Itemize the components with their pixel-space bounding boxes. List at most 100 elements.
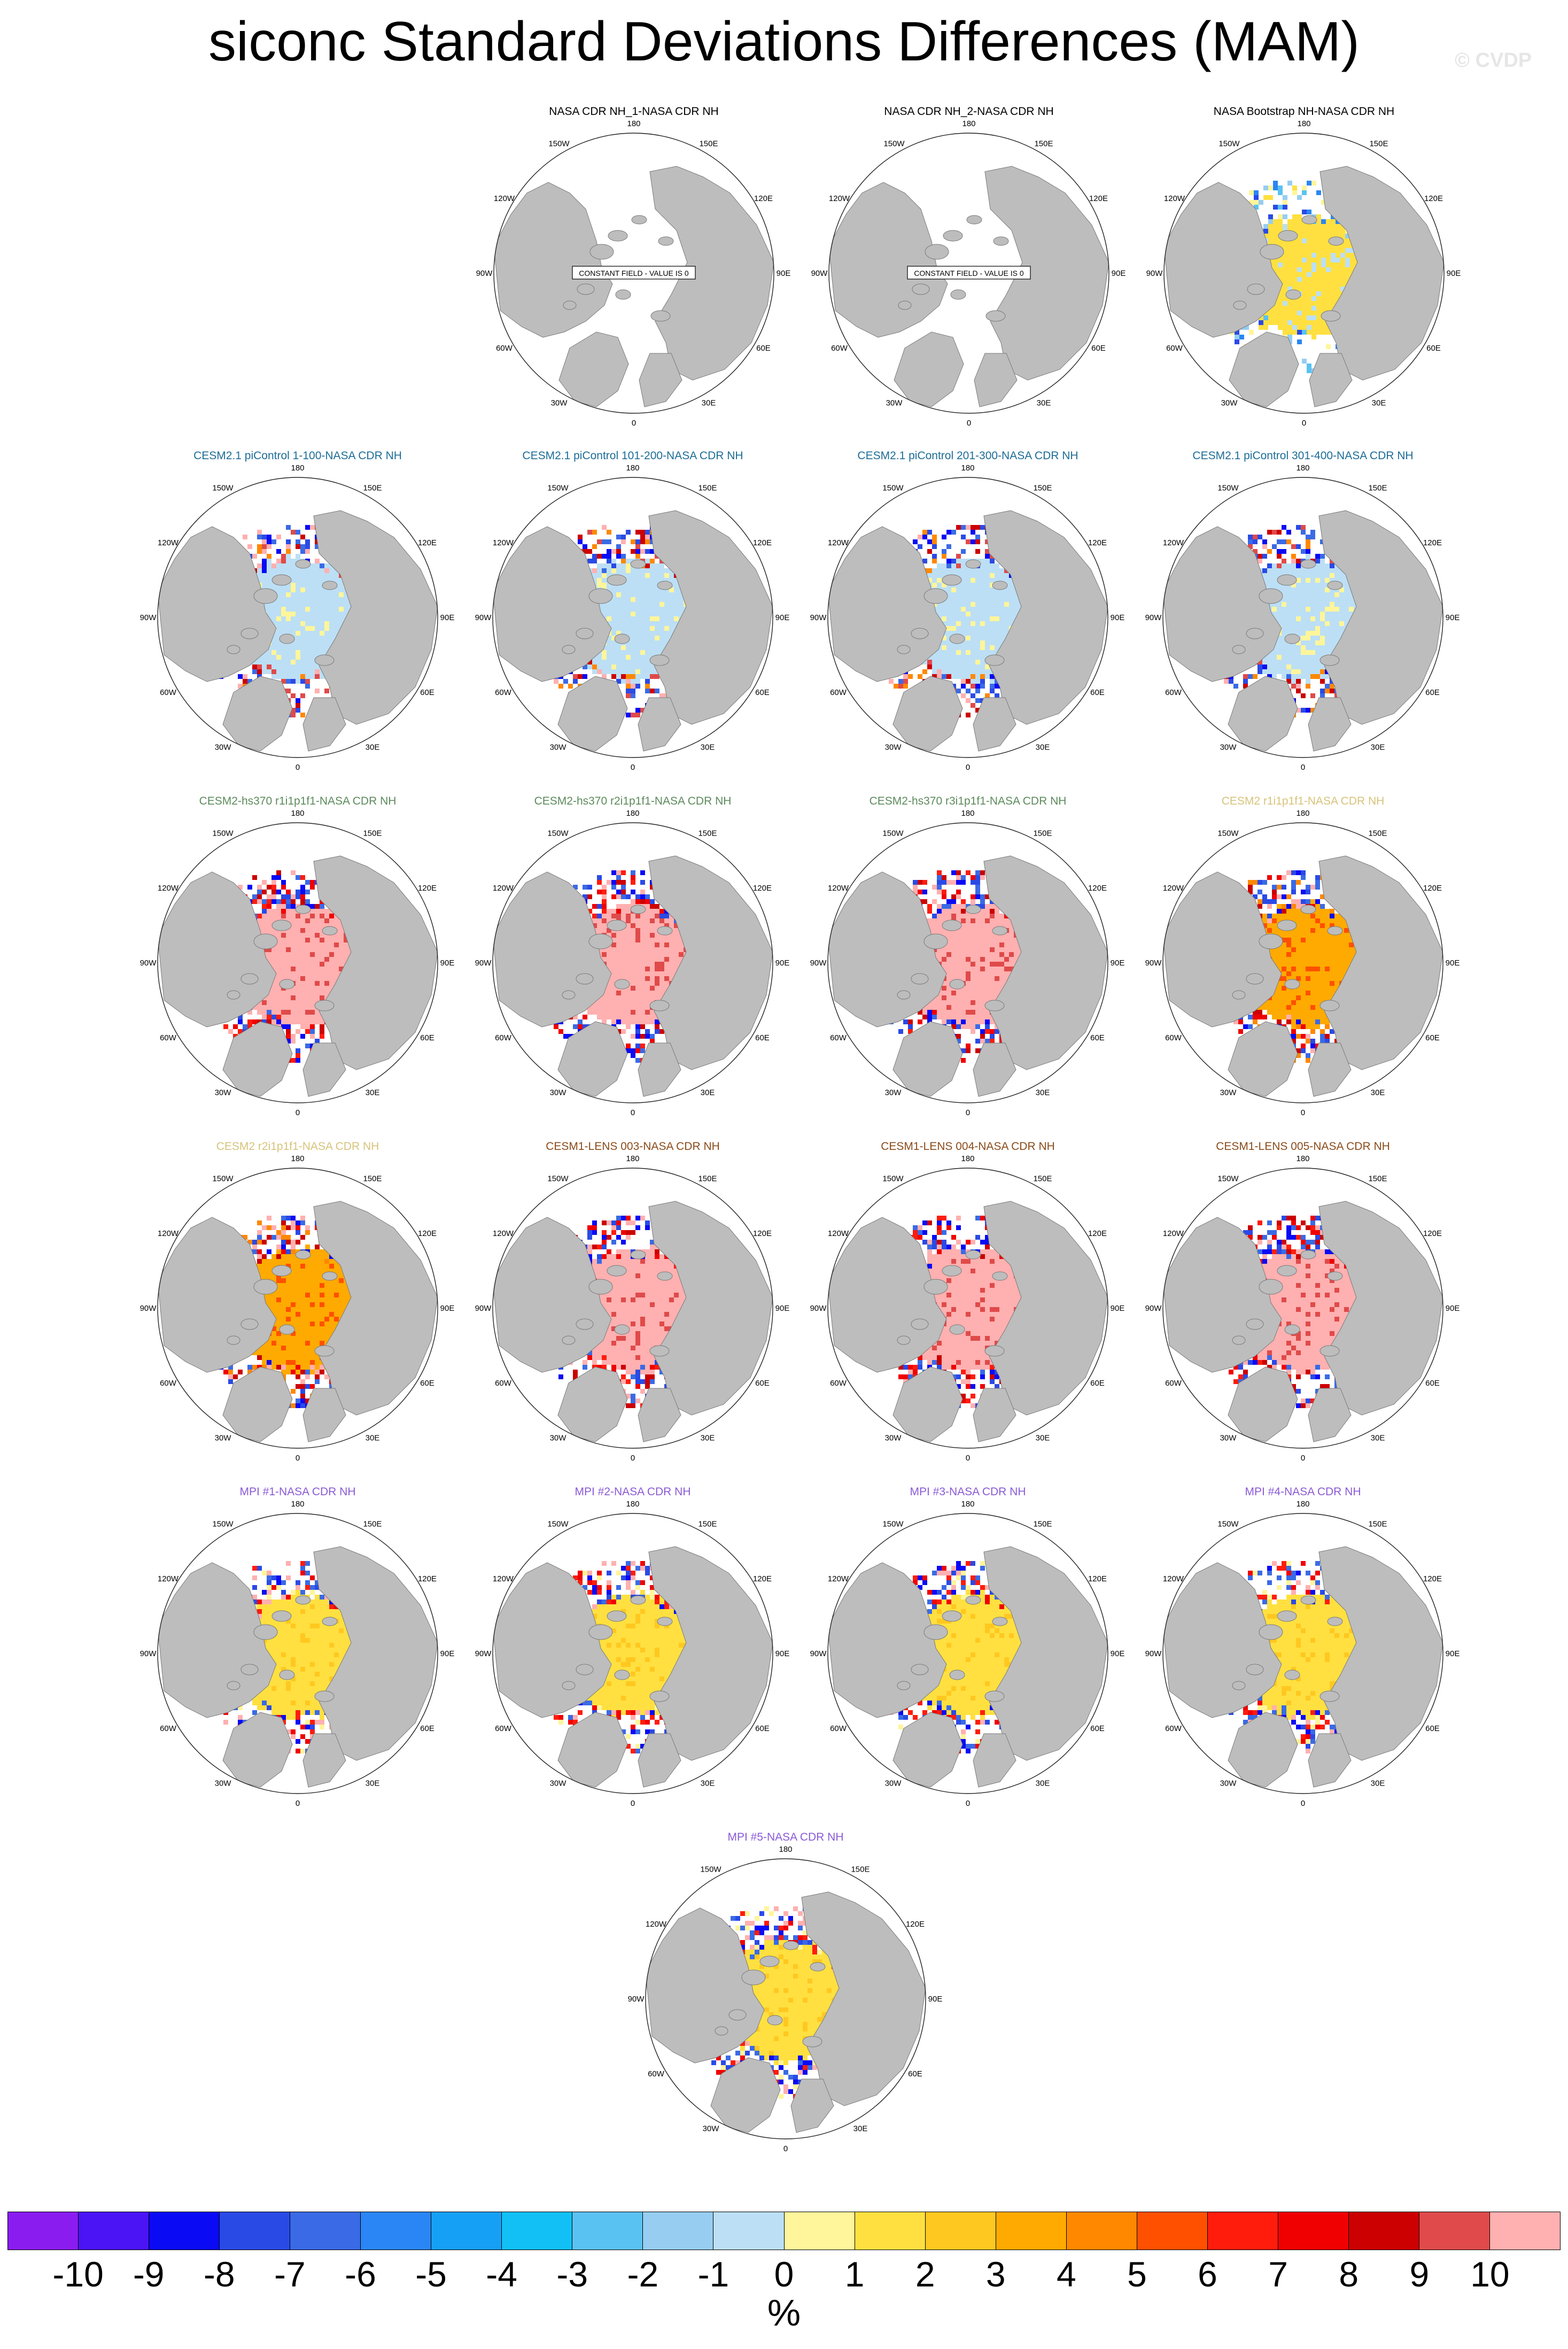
colorbar-swatch — [220, 2212, 291, 2250]
land-mask — [1163, 855, 1443, 1097]
constant-field-box: CONSTANT FIELD - VALUE IS 0 — [907, 266, 1031, 280]
longitude-label: 30E — [1036, 1433, 1050, 1442]
longitude-label: 0 — [1301, 1454, 1305, 1463]
colorbar-swatch — [784, 2212, 855, 2250]
colorbar-swatch — [1489, 2212, 1561, 2250]
longitude-label: 60W — [160, 1033, 177, 1042]
map-panel: NASA CDR NH_2-NASA CDR NH 180 150E 120E 90E 6… — [811, 105, 1126, 428]
polar-map: 180 150E 120E 90E 60E 30E 0 30W 60W 90W 120W 150W — [810, 1500, 1125, 1808]
map-panel: CESM1-LENS 003-NASA CDR NH 180 150E 120E 90E… — [475, 1140, 790, 1463]
colorbar-swatch — [1137, 2212, 1208, 2250]
longitude-label: 30E — [701, 1779, 715, 1788]
colorbar-swatch — [1278, 2212, 1349, 2250]
map-panel: CESM2-hs370 r1i1p1f1-NASA CDR NH 180 150E 1… — [140, 794, 455, 1117]
longitude-label: 30W — [1220, 1088, 1237, 1097]
colorbar-swatch — [79, 2212, 150, 2250]
longitude-label: 120W — [828, 884, 849, 893]
map-boundary — [1163, 133, 1445, 414]
longitude-label: 30W — [550, 743, 567, 752]
longitude-label: 0 — [296, 1108, 300, 1117]
polar-map: 180 150E 120E 90E 60E 30E 0 30W 60W 90W 120W 150W — [475, 809, 790, 1117]
colorbar-tick: 8 — [1339, 2254, 1359, 2294]
longitude-label: 120W — [1163, 884, 1184, 893]
longitude-label: 30W — [886, 398, 903, 407]
longitude-label: 0 — [631, 1799, 635, 1808]
longitude-label: 30E — [1372, 398, 1386, 407]
polar-map: 180 150E 120E 90E 60E 30E 0 30W 60W 90W 120W 150W — [475, 1154, 790, 1463]
land-mask — [1164, 166, 1444, 407]
colorbar-tick: -7 — [274, 2254, 306, 2294]
polar-map: 180 150E 120E 90E 60E 30E 0 30W 60W 90W 120W 150W — [1145, 809, 1460, 1117]
colorbar-tick: 3 — [985, 2254, 1006, 2294]
longitude-label: 60W — [495, 1033, 512, 1042]
longitude-label: 120E — [1088, 1229, 1107, 1238]
map-boundary — [1162, 822, 1443, 1103]
longitude-label: 150E — [851, 1865, 870, 1874]
land-mask — [493, 1546, 773, 1788]
longitude-label: 90E — [440, 613, 455, 622]
longitude-label: 30E — [1371, 1088, 1385, 1097]
longitude-label: 120W — [1163, 1574, 1184, 1583]
longitude-label: 120W — [494, 194, 515, 203]
longitude-label: 0 — [296, 1799, 300, 1808]
longitude-label: 180 — [1297, 119, 1310, 128]
polar-map: 180 150E 120E 90E 60E 30E 0 30W 60W 90W 120W 150W — [810, 809, 1125, 1117]
longitude-label: 90E — [440, 1649, 455, 1658]
polar-map: 180 150E 120E 90E 60E 30E 0 30W 60W 90W 120W 150W — [1145, 1154, 1460, 1463]
colorbar-swatch — [855, 2212, 926, 2250]
land-mask — [1163, 1546, 1443, 1788]
colorbar-swatch — [996, 2212, 1067, 2250]
land-mask — [829, 166, 1109, 407]
colorbar-swatch — [1066, 2212, 1137, 2250]
longitude-label: 120W — [829, 194, 850, 203]
longitude-label: 120W — [646, 1920, 667, 1929]
colorbar-tick-labels: -10 -9 -8 -7 -6 -5 -4 -3 -2 -1 0 1 2 3 4 5 6 7 8 9 10 — [7, 2254, 1561, 2302]
longitude-label: 60W — [648, 2069, 665, 2078]
longitude-label: 180 — [961, 1500, 974, 1509]
longitude-label: 120W — [828, 1574, 849, 1583]
longitude-label: 120W — [158, 538, 179, 547]
polar-map: 180 150E 120E 90E 60E 30E 0 30W 60W 90W 120W 150W — [140, 809, 455, 1117]
longitude-label: 90W — [628, 1995, 645, 2004]
map-panel: MPI #3-NASA CDR NH 180 150E 120E 90E 60E 30E 0 3… — [810, 1485, 1125, 1808]
longitude-label: 60E — [420, 1724, 434, 1733]
longitude-label: 120E — [1089, 194, 1108, 203]
longitude-label: 60E — [1425, 1379, 1440, 1388]
longitude-label: 150E — [1033, 1520, 1052, 1529]
longitude-label: 60E — [420, 688, 434, 697]
colorbar-tick: -5 — [415, 2254, 447, 2294]
longitude-label: 30W — [215, 743, 232, 752]
longitude-label: 150W — [882, 484, 904, 493]
colorbar-swatch — [361, 2212, 432, 2250]
map-panel: CESM2 r1i1p1f1-NASA CDR NH 180 150E 120E 90E… — [1145, 794, 1460, 1117]
polar-map: 180 150E 120E 90E 60E 30E 0 30W 60W 90W 120W 150W — [475, 463, 790, 772]
longitude-label: 60W — [1165, 1724, 1182, 1733]
longitude-label: 60W — [1165, 688, 1182, 697]
longitude-label: 30W — [551, 398, 568, 407]
longitude-label: 150E — [363, 1174, 382, 1184]
longitude-label: 120W — [493, 884, 514, 893]
longitude-label: 90E — [777, 269, 791, 278]
land-mask — [646, 1891, 926, 2133]
longitude-label: 180 — [961, 1154, 974, 1163]
longitude-label: 180 — [291, 1154, 304, 1163]
longitude-label: 150W — [547, 1520, 569, 1529]
longitude-label: 180 — [291, 1500, 304, 1509]
longitude-label: 30E — [1036, 1088, 1050, 1097]
longitude-label: 90W — [811, 269, 828, 278]
colorbar-swatch — [1419, 2212, 1490, 2250]
longitude-label: 60E — [755, 1379, 770, 1388]
longitude-label: 150E — [699, 140, 718, 149]
longitude-label: 90W — [475, 1649, 492, 1658]
longitude-label: 30W — [1220, 743, 1237, 752]
longitude-label: 120W — [493, 1574, 514, 1583]
longitude-label: 60E — [755, 688, 770, 697]
longitude-label: 0 — [966, 763, 970, 772]
longitude-label: 90W — [1145, 1304, 1162, 1313]
longitude-label: 0 — [631, 1454, 635, 1463]
longitude-label: 120E — [1088, 1574, 1107, 1583]
longitude-label: 30E — [366, 1433, 380, 1442]
longitude-label: 120E — [753, 538, 772, 547]
longitude-label: 90W — [810, 613, 827, 622]
map-boundary — [492, 1513, 773, 1794]
